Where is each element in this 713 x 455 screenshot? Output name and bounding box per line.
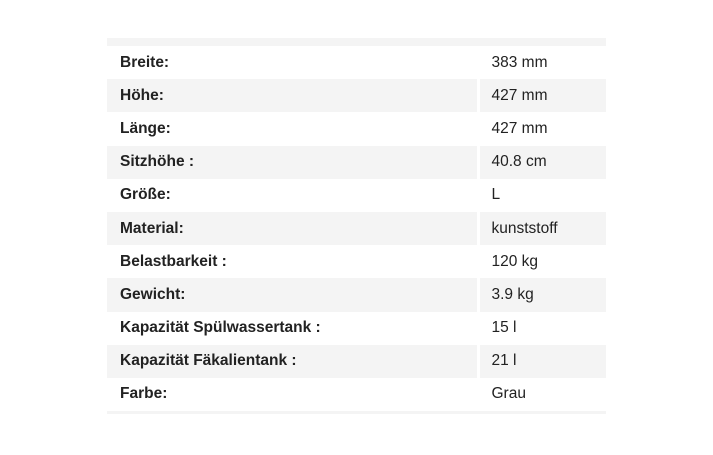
spec-label: Kapazität Spülwassertank : [107, 311, 480, 345]
spec-value: 21 l [478, 344, 606, 378]
spec-label: Kapazität Fäkalientank : [107, 344, 480, 378]
table-row: Kapazität Fäkalientank :21 l [107, 344, 606, 378]
spec-value: Grau [491, 385, 526, 403]
spec-value: 427 mm [478, 79, 606, 113]
spec-label: Sitzhöhe : [107, 145, 480, 179]
spec-value: 120 kg [491, 252, 539, 270]
spec-label: Länge: [107, 112, 480, 146]
table-row: Kapazität Spülwassertank : 15 l [107, 311, 606, 345]
table-row: Höhe: 427 mm [107, 79, 606, 113]
spec-value: 383 mm [491, 53, 548, 71]
table-row: Farbe: Grau [107, 377, 606, 412]
table-row: Länge: 427 mm [107, 112, 606, 146]
spec-label: Belastbarkeit : [107, 245, 480, 279]
spec-label: Höhe: [107, 79, 480, 113]
table-row: Breite: 383 mm [107, 46, 606, 80]
spec-value: L [491, 186, 501, 204]
table-row: Größe: L [107, 178, 606, 212]
specifications-table: Breite: 383 mm Höhe: 427 mm Länge: 427 mm Sitz… [107, 38, 606, 415]
table-row: Belastbarkeit : 120 kg [107, 245, 606, 279]
spec-value: 427 mm [491, 119, 548, 137]
spec-label: Größe: [107, 178, 480, 212]
table-row: Gewicht: 3.9 kg [107, 278, 606, 312]
spec-value: 3.9 kg [478, 278, 606, 312]
spec-label: Material: [107, 211, 480, 246]
spec-label: Farbe: [107, 377, 480, 412]
spec-label: Gewicht: [107, 278, 480, 312]
table-row: Material: kunststoff [107, 211, 606, 246]
spec-value: 40.8 cm [478, 145, 606, 179]
spec-value: 15 l [491, 319, 517, 337]
table-row: Sitzhöhe :40.8 cm [107, 145, 606, 179]
spec-value: kunststoff [478, 211, 606, 246]
spec-label: Breite: [107, 46, 480, 80]
